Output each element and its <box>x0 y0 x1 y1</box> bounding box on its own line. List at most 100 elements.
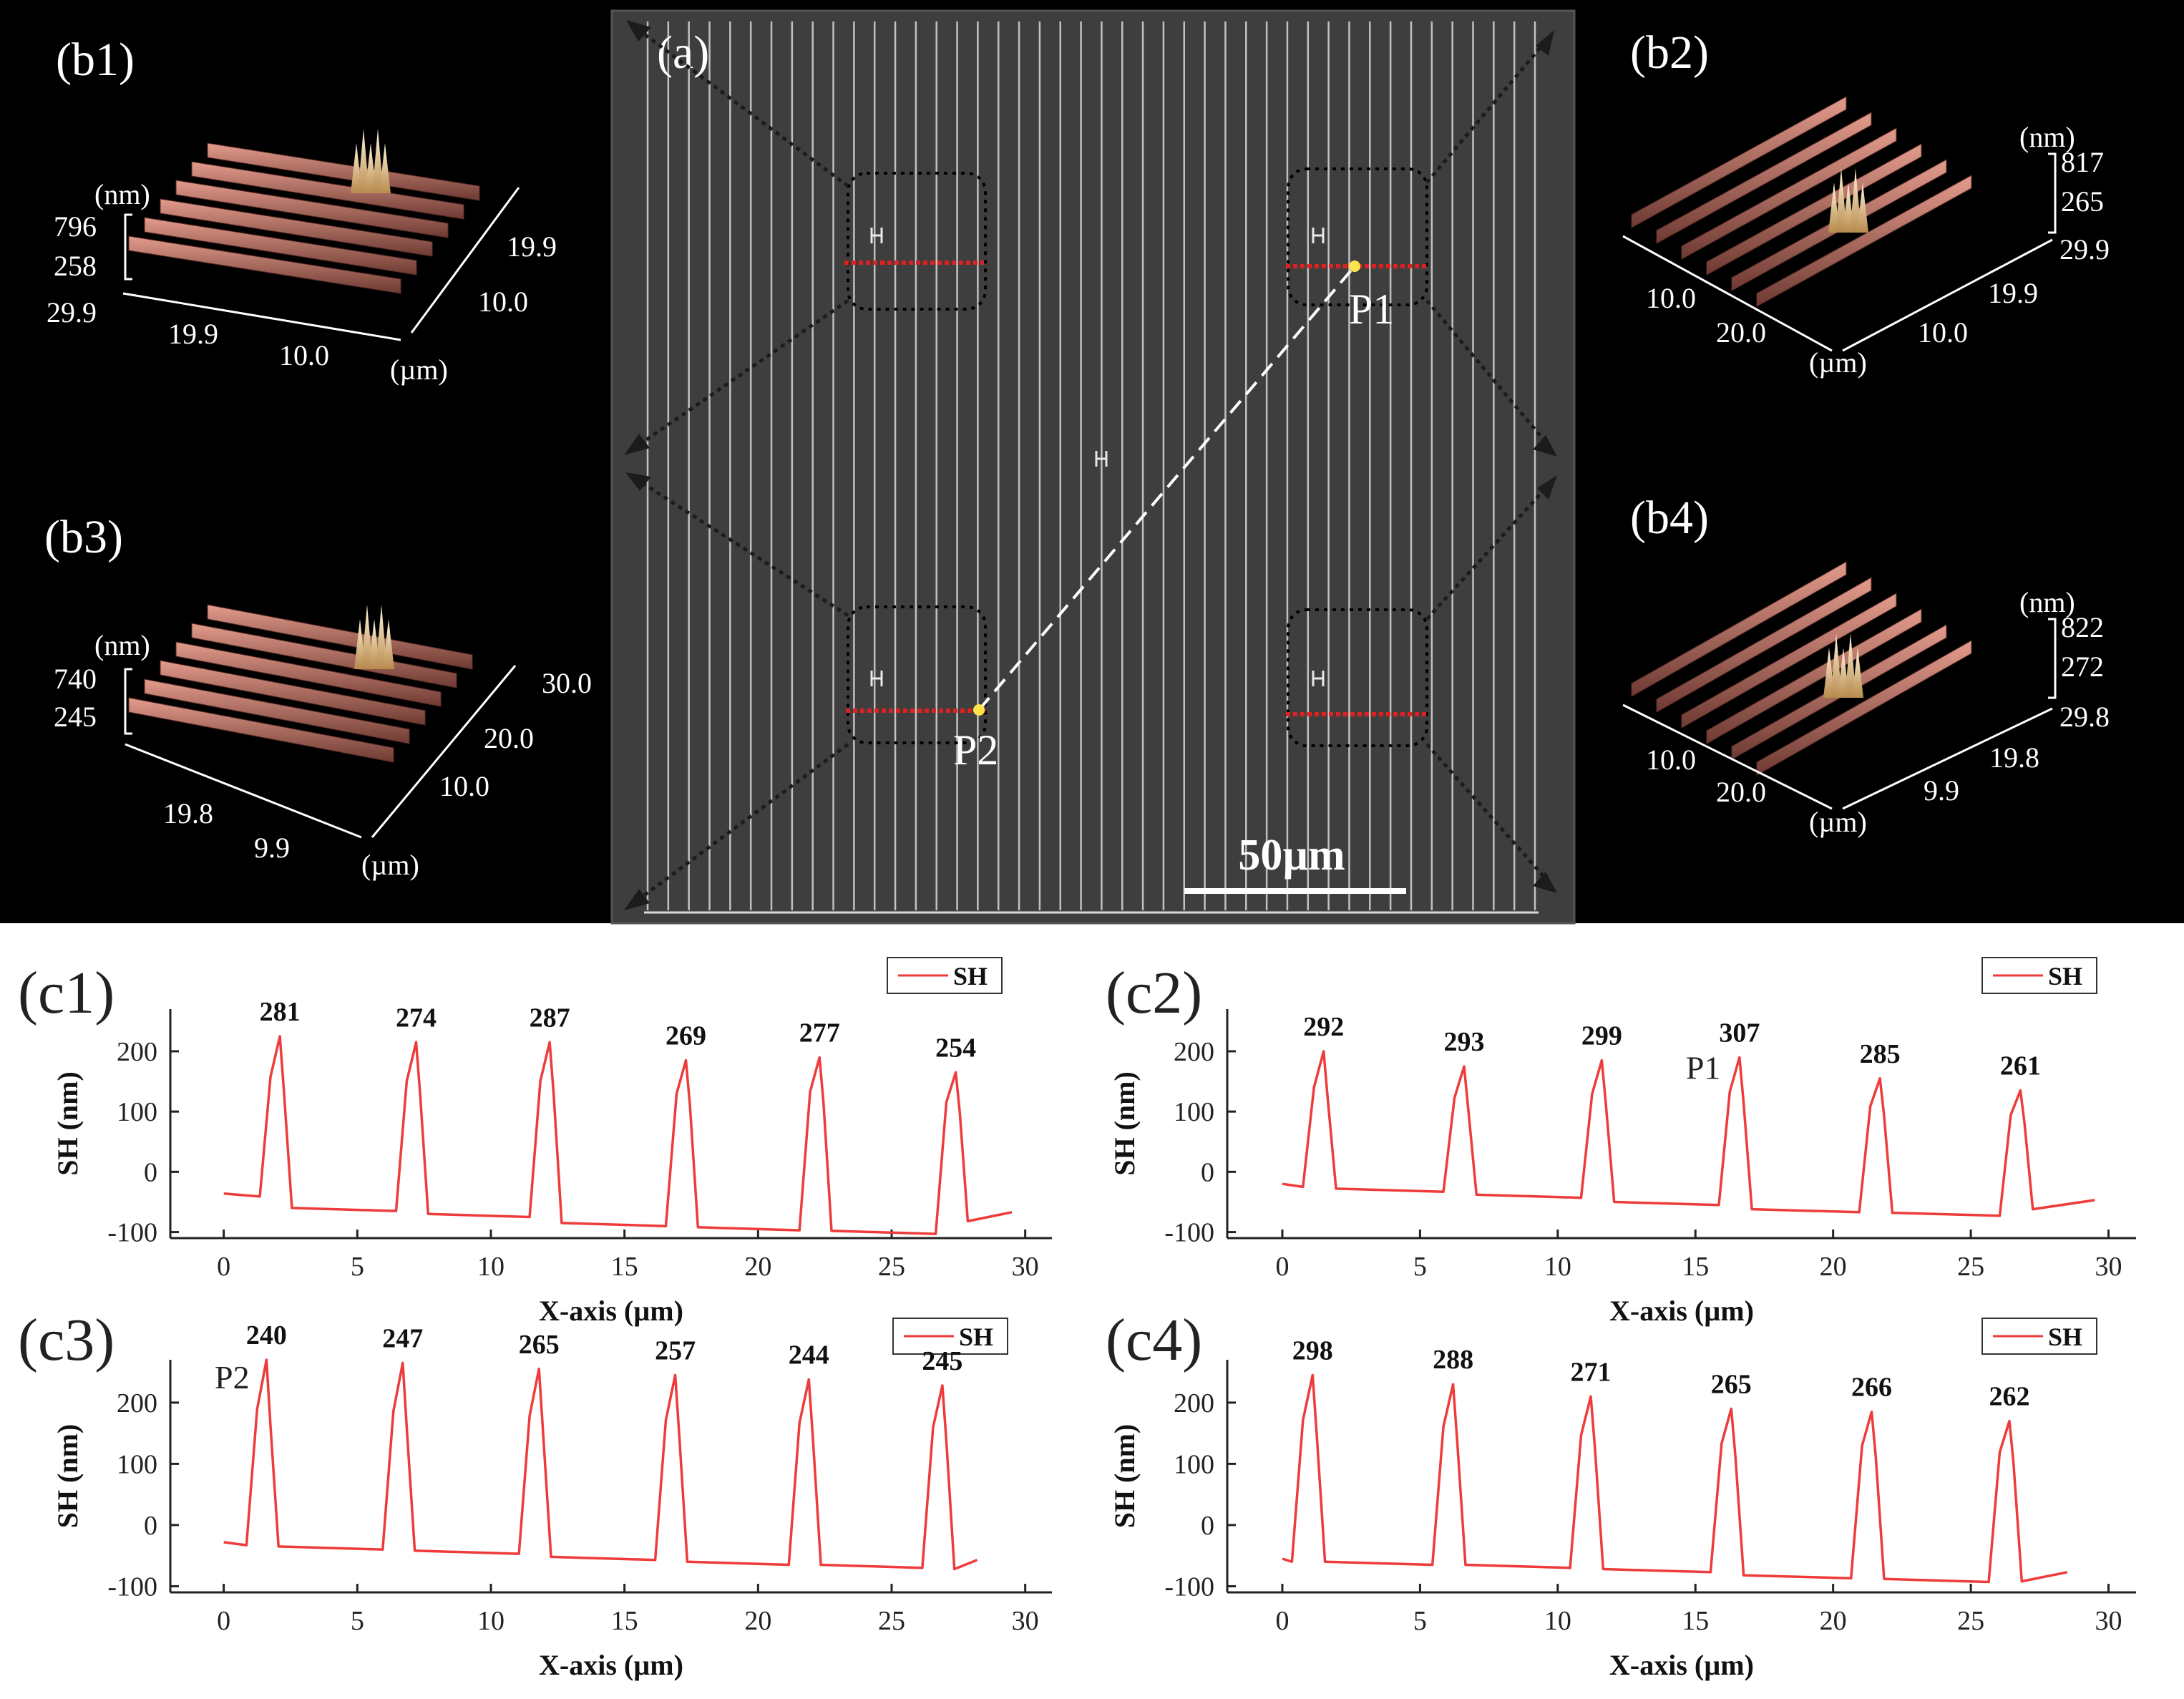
afm-b1-z-bracket <box>124 213 132 281</box>
chart-c2-panel-label: (c2) <box>1106 960 1202 1026</box>
chart-c4-peak-label: 262 <box>1989 1382 2029 1412</box>
afm-b2-z-bracket <box>2048 152 2057 234</box>
afm-ridge <box>1706 143 1922 276</box>
afm-ridge <box>144 217 417 276</box>
arrow-b3-up <box>635 477 849 618</box>
chart-c3-y-tick-label: 0 <box>144 1511 157 1541</box>
chart-c2-x-tick-label: 0 <box>1275 1252 1289 1282</box>
region-box-top-right <box>1287 167 1428 306</box>
chart-c3-y-tick-label: 200 <box>117 1388 157 1418</box>
afm-b1-label: (b1) <box>56 34 135 86</box>
arrowhead-1 <box>626 20 651 42</box>
chart-c4-x-tick-label: 20 <box>1820 1606 1847 1636</box>
chart-c1-x-tick-label: 10 <box>477 1252 504 1282</box>
chart-c4-x-tick-label: 10 <box>1544 1606 1571 1636</box>
afm-ridge <box>175 641 442 707</box>
chart-c4-y-label: SH (nm) <box>1108 1424 1141 1529</box>
chart-c1-peak-label: 274 <box>396 1003 437 1033</box>
chart-c2-x-label: X-axis (µm) <box>1609 1295 1754 1327</box>
chart-c1-x-tick-label: 0 <box>217 1252 230 1282</box>
afm-ridge <box>1656 112 1872 244</box>
mark-bottom-left <box>870 671 883 686</box>
chart-c3-x-tick-label: 0 <box>217 1606 230 1636</box>
chart-c2-legend-text: SH <box>2048 962 2082 990</box>
arrow-b4-up <box>1425 485 1549 620</box>
afm-b1-unit-um: (µm) <box>390 354 448 386</box>
afm-b3-unit-um: (µm) <box>361 849 419 881</box>
chart-c4-legend-text: SH <box>2048 1323 2082 1351</box>
mark-bottom-right <box>1312 671 1325 686</box>
chart-c4-peak-label: 266 <box>1851 1373 1892 1403</box>
afm-b4-z-bracket <box>2048 618 2057 699</box>
chart-c4-peak-label: 265 <box>1711 1369 1752 1399</box>
arrow-b2-down <box>1425 299 1549 445</box>
afm-b4-surface <box>1631 561 1972 776</box>
afm-ridge <box>207 142 480 201</box>
chart-c1-y-label: SH (nm) <box>52 1071 84 1176</box>
chart-c2-y-label: SH (nm) <box>1108 1071 1141 1176</box>
chart-c4-y-tick-label: 200 <box>1174 1388 1214 1418</box>
chart-c4-x-tick-label: 25 <box>1957 1606 1984 1636</box>
chart-c4-x-tick-label: 15 <box>1682 1606 1709 1636</box>
afm-b4-axis-a <box>1622 704 1833 810</box>
afm-b2-axis-b-tick-1: 29.9 <box>2059 233 2110 266</box>
afm-b3-axis-b-tick-1: 30.0 <box>542 667 592 699</box>
chart-c2-peak-label: 285 <box>1860 1039 1901 1069</box>
afm-peak <box>379 143 391 193</box>
chart-c2: (c2) SH -100 0 100 200 0 5 10 15 20 25 30 X-axis (µm)… <box>1106 957 2136 1327</box>
chart-c1-x-tick-label: 25 <box>878 1252 905 1282</box>
chart-c1-legend-text: SH <box>953 962 988 990</box>
afm-b2-axis-a-tick-2: 20.0 <box>1716 316 1766 349</box>
afm-ridge <box>144 678 410 744</box>
afm-b3-surface <box>128 604 473 763</box>
point-p1-marker <box>1349 261 1360 272</box>
chart-c4-x-tick-label: 30 <box>2095 1606 2122 1636</box>
afm-peak <box>1845 633 1856 698</box>
chart-c1-x-tick-label: 20 <box>744 1252 771 1282</box>
chart-c4-x-label: X-axis (µm) <box>1609 1649 1754 1681</box>
afm-b3-axis-b-tick-3: 10.0 <box>439 770 489 802</box>
chart-c1-x-label: X-axis (µm) <box>539 1295 683 1327</box>
afm-b3-axis-a <box>125 743 362 839</box>
afm-b2-axis-b-tick-3: 10.0 <box>1918 316 1968 349</box>
chart-c1-peak-label: 287 <box>530 1003 570 1033</box>
chart-c1-y-tick-label: -100 <box>107 1218 157 1248</box>
chart-c3-peak-label: 257 <box>655 1335 696 1365</box>
afm-peak <box>1830 633 1842 698</box>
afm-peak <box>361 605 373 669</box>
chart-c3-legend-text: SH <box>959 1323 993 1351</box>
chart-c3: (c3) SH -100 0 100 200 0 5 10 15 20 25 30 X-axis (µm)… <box>18 1307 1052 1681</box>
afm-b4-axis-b-tick-1: 29.8 <box>2059 701 2110 733</box>
afm-peak <box>376 605 387 669</box>
afm-b2-surface <box>1631 96 1972 307</box>
chart-c3-panel-label: (c3) <box>18 1307 114 1373</box>
arrowhead-5 <box>625 472 651 491</box>
chart-c1-x-tick-label: 5 <box>351 1252 364 1282</box>
zoom-arrows <box>634 26 1549 904</box>
afm-ridge <box>1656 577 1872 713</box>
afm-b1-z-mid: 258 <box>54 250 97 282</box>
afm-ridge <box>175 180 449 238</box>
afm-peak <box>372 129 384 193</box>
chart-c4-y-tick-label: 100 <box>1174 1449 1214 1479</box>
arrow-b3-down <box>634 742 849 904</box>
afm-b1-axis-b-tick-2: 10.0 <box>478 286 528 318</box>
chart-c4-x-tick-label: 0 <box>1275 1606 1289 1636</box>
afm-b2-axis-a-tick-1: 10.0 <box>1646 282 1696 314</box>
afm-peak <box>383 619 394 669</box>
chart-c3-x-tick-label: 20 <box>744 1606 771 1636</box>
afm-b4-unit-um: (µm) <box>1809 806 1867 838</box>
chart-c4-peak-label: 271 <box>1571 1357 1612 1387</box>
afm-ridge <box>1631 561 1847 697</box>
afm-b3-label: (b3) <box>44 511 123 563</box>
chart-c1-peak-label: 281 <box>260 997 301 1027</box>
afm-ridge <box>1681 593 1897 729</box>
afm-b4-axis-a-tick-1: 10.0 <box>1646 744 1696 776</box>
afm-b3-axis-a-tick-1: 19.8 <box>163 797 213 829</box>
chart-c1-panel-label: (c1) <box>18 960 114 1026</box>
chart-c2-series-sh <box>1282 1050 2095 1217</box>
sem-line-grating <box>646 21 1536 910</box>
chart-c2-peak-label: 307 <box>1719 1018 1760 1048</box>
arrowhead-8 <box>1533 872 1557 893</box>
chart-c2-peak-label: 299 <box>1581 1021 1622 1051</box>
